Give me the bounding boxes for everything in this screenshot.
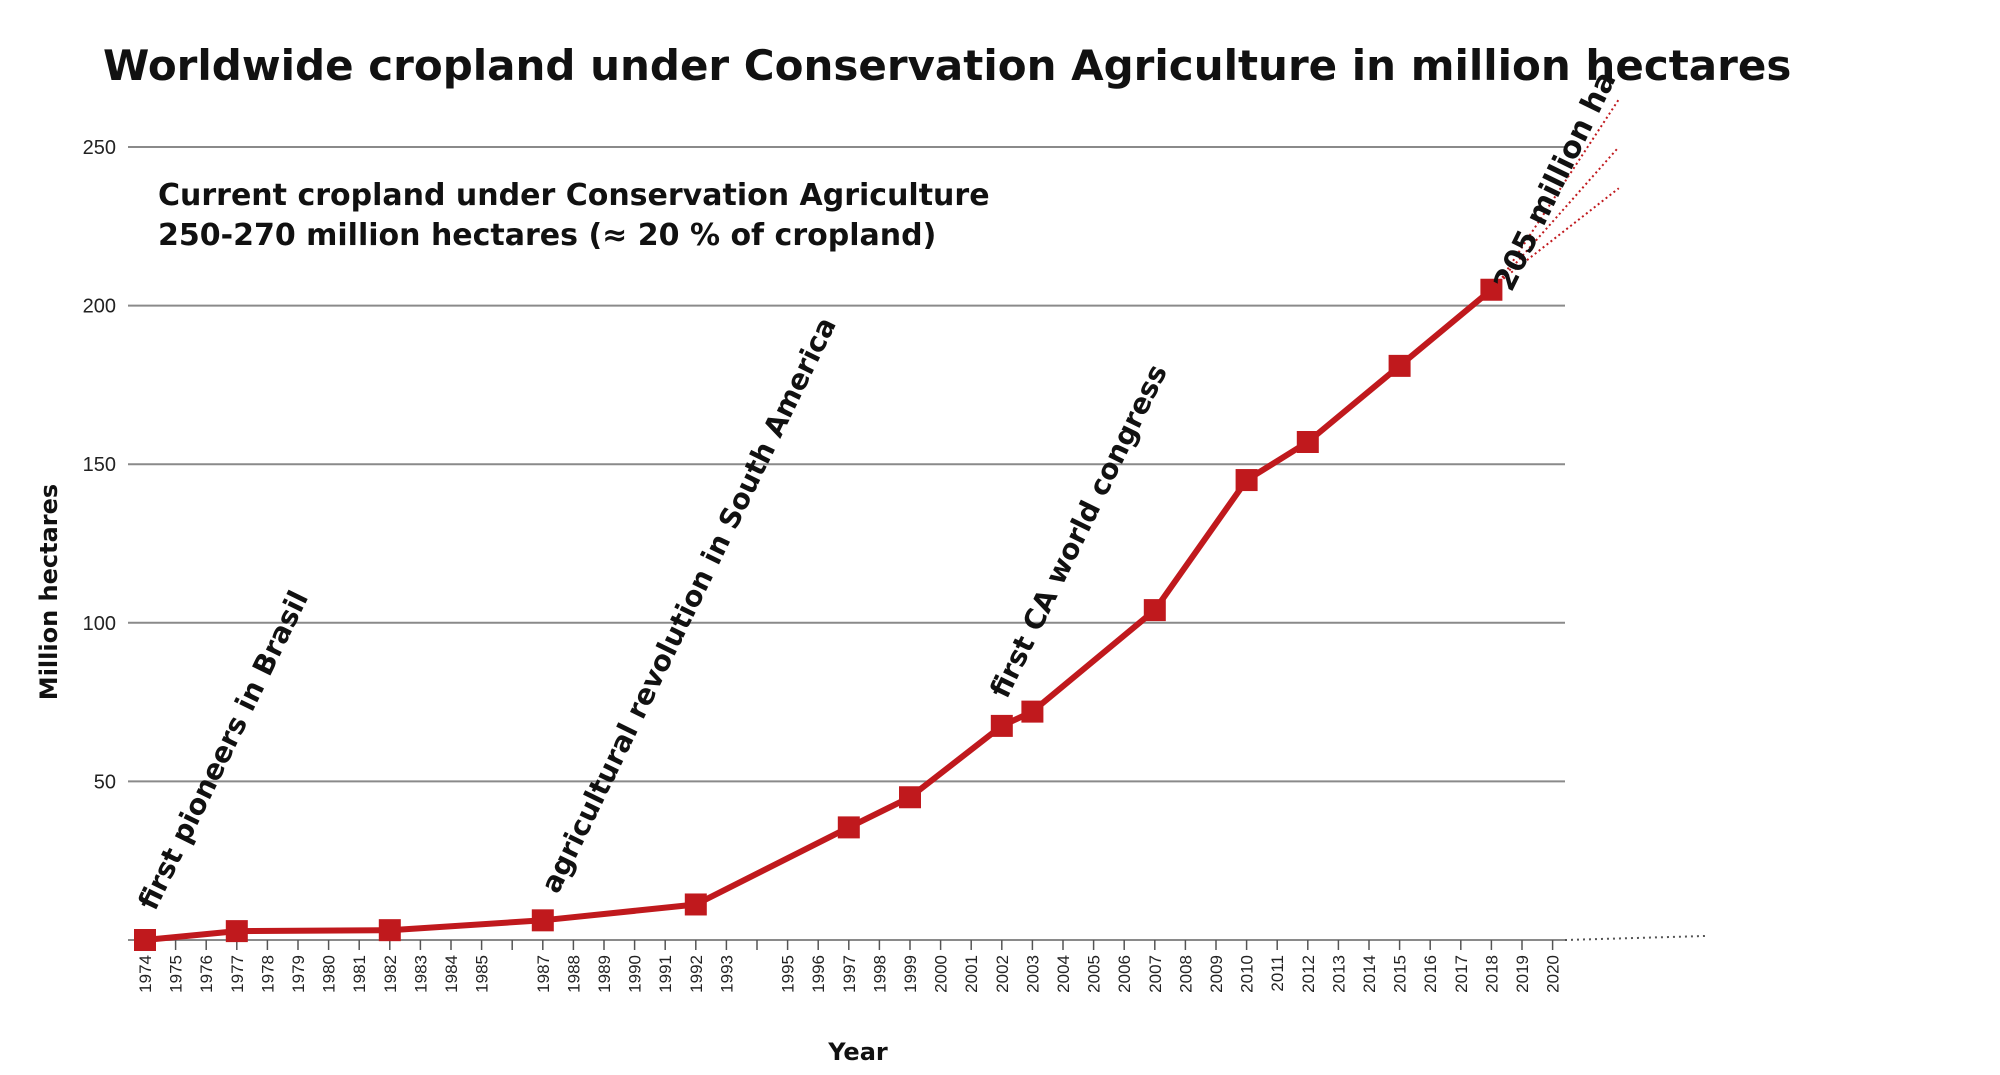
data-point-marker — [134, 929, 156, 951]
x-tick-label: 2004 — [1054, 955, 1073, 993]
x-tick-label: 1985 — [473, 955, 492, 993]
projection-line — [1498, 187, 1620, 283]
x-tick-label: 1983 — [411, 955, 430, 993]
x-tick-label: 1979 — [289, 955, 308, 993]
x-tick-label: 2016 — [1421, 955, 1440, 993]
y-tick-label: 50 — [94, 771, 116, 793]
x-tick-label: 2019 — [1513, 955, 1532, 993]
x-tick-label: 2011 — [1268, 955, 1287, 992]
x-tick-label: 1989 — [595, 955, 614, 993]
annotation-label: 205 million ha — [1487, 66, 1623, 297]
annotation-label: first CA world congress — [983, 359, 1173, 703]
x-tick-label: 2000 — [932, 955, 951, 993]
x-tick-label: 1991 — [656, 955, 675, 993]
data-point-marker — [1143, 599, 1166, 622]
x-tick-label: 2002 — [993, 955, 1012, 993]
x-tick-label: 1981 — [350, 955, 369, 993]
x-tick-label: 2001 — [962, 955, 981, 993]
x-tick-label: 1988 — [564, 955, 583, 993]
annotation-label: agricultural revolution in South America — [534, 312, 842, 898]
data-point-marker — [684, 893, 707, 916]
x-tick-label: 2015 — [1391, 955, 1410, 993]
data-point-marker — [899, 786, 921, 809]
projection-lines — [1498, 98, 1620, 283]
x-tick-label: 2018 — [1482, 955, 1501, 993]
data-point-marker — [1480, 278, 1503, 301]
gridlines — [128, 146, 1706, 941]
data-point-marker — [225, 920, 248, 943]
data-point-marker — [1235, 469, 1258, 492]
x-axis-label: Year — [827, 1038, 888, 1066]
x-tick-label: 2006 — [1115, 955, 1134, 993]
x-tick-label: 1993 — [717, 955, 736, 993]
data-point-marker — [837, 816, 860, 839]
x-tick-label: 2003 — [1023, 955, 1042, 993]
x-tick-label: 1982 — [381, 955, 400, 993]
y-tick-label: 200 — [83, 296, 116, 318]
data-point-marker — [990, 714, 1013, 737]
y-tick-label: 250 — [83, 137, 116, 159]
x-tick-label: 1984 — [442, 955, 461, 993]
y-axis-label: Million hectares — [35, 484, 63, 700]
annotation-label: first pioneers in Brasil — [132, 586, 315, 916]
x-tick-label: 2008 — [1176, 955, 1195, 993]
data-point-marker — [1388, 354, 1411, 377]
x-tick-label: 1975 — [167, 955, 186, 993]
data-point-marker — [1296, 430, 1319, 453]
x-tick-label: 1998 — [870, 955, 889, 993]
x-tick-label: 2005 — [1085, 955, 1104, 993]
x-tick-label: 2010 — [1238, 955, 1257, 993]
y-tick-label: 150 — [83, 454, 116, 476]
x-axis-ticks: 1974 1975 1976 1977 1978 1979 1980 1981 1982 1983… — [136, 940, 1563, 993]
x-tick-label: 1999 — [901, 955, 920, 993]
x-tick-label: 1980 — [320, 955, 339, 993]
x-tick-label: 2007 — [1146, 955, 1165, 993]
subtitle-line-1: Current cropland under Conservation Agri… — [158, 178, 990, 213]
projection-line — [1498, 98, 1620, 283]
subtitle-line-2: 250-270 million hectares (≈ 20 % of crop… — [158, 218, 936, 253]
x-tick-label: 2020 — [1544, 955, 1563, 993]
series-line — [134, 278, 1503, 951]
x-tick-label: 1976 — [197, 955, 216, 993]
data-point-marker — [378, 919, 401, 942]
x-tick-label: 1978 — [258, 955, 277, 993]
x-tick-label: 2012 — [1299, 955, 1318, 993]
x-tick-label: 2013 — [1329, 955, 1348, 993]
x-tick-label: 2014 — [1360, 955, 1379, 993]
x-tick-label: 2017 — [1452, 955, 1471, 993]
chart-title: Worldwide cropland under Conservation Ag… — [103, 41, 1791, 90]
x-tick-label: 2009 — [1207, 955, 1226, 993]
y-axis-ticks: 50 100 150 200 250 — [83, 137, 116, 793]
x-tick-label: 1996 — [809, 955, 828, 993]
x-tick-label: 1990 — [626, 955, 645, 993]
projection-line — [1498, 146, 1620, 283]
x-tick-label: 1977 — [228, 955, 247, 993]
x-tick-label: 1992 — [687, 955, 706, 993]
x-tick-label: 1997 — [840, 955, 859, 993]
x-tick-label: 1995 — [779, 955, 798, 993]
x-tick-label: 1974 — [136, 955, 155, 993]
data-point-marker — [531, 909, 554, 932]
baseline-extension — [1564, 935, 1706, 941]
y-tick-label: 100 — [83, 613, 116, 635]
series-polyline — [144, 287, 1494, 943]
data-point-marker — [1021, 700, 1044, 723]
x-tick-label: 1987 — [534, 955, 553, 993]
